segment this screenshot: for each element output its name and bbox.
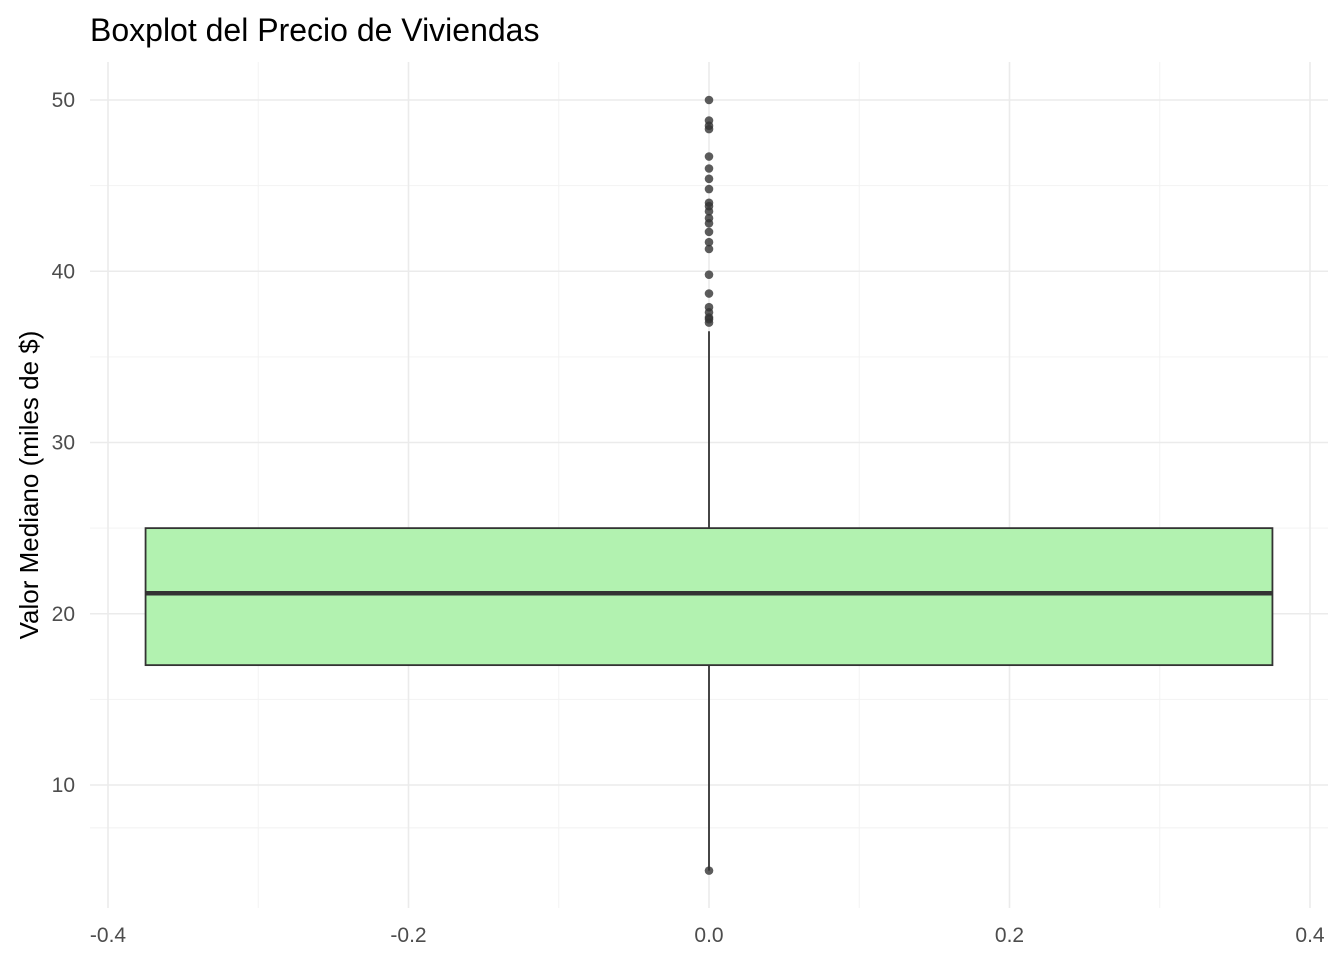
outlier-point [704, 174, 714, 184]
outlier-point [704, 237, 714, 247]
y-axis-title: Valor Mediano (miles de $) [14, 331, 44, 640]
y-tick-label: 30 [52, 432, 75, 455]
outlier-point [704, 289, 714, 298]
outlier-point [704, 866, 714, 875]
x-tick-label: -0.4 [90, 924, 127, 947]
outlier-point [704, 219, 714, 228]
outlier-point [704, 164, 714, 173]
outlier-layer [704, 95, 714, 875]
outlier-point [704, 207, 714, 216]
chart-title: Boxplot del Precio de Viviendas [90, 12, 539, 48]
box-layer [144, 331, 1274, 871]
y-axis-ticks: 10 20 30 40 50 [52, 89, 75, 797]
y-tick-label: 50 [52, 89, 75, 112]
y-tick-label: 40 [52, 260, 75, 283]
x-tick-label: 0.2 [995, 924, 1024, 947]
outlier-point [704, 244, 714, 254]
outlier-point [704, 270, 714, 279]
outlier-point [704, 227, 714, 237]
y-tick-label: 10 [52, 774, 75, 797]
y-tick-label: 20 [52, 603, 75, 626]
outlier-point [704, 124, 714, 134]
outlier-point [704, 152, 714, 161]
x-tick-label: 0.4 [1295, 924, 1325, 947]
x-tick-label: -0.2 [390, 924, 426, 947]
x-tick-label: 0.0 [694, 924, 723, 947]
outlier-point [704, 95, 714, 105]
iqr-box [144, 527, 1274, 667]
x-axis-ticks: -0.4 -0.2 0.0 0.2 0.4 [90, 924, 1325, 947]
outlier-point [704, 318, 714, 327]
outlier-point [704, 184, 714, 194]
